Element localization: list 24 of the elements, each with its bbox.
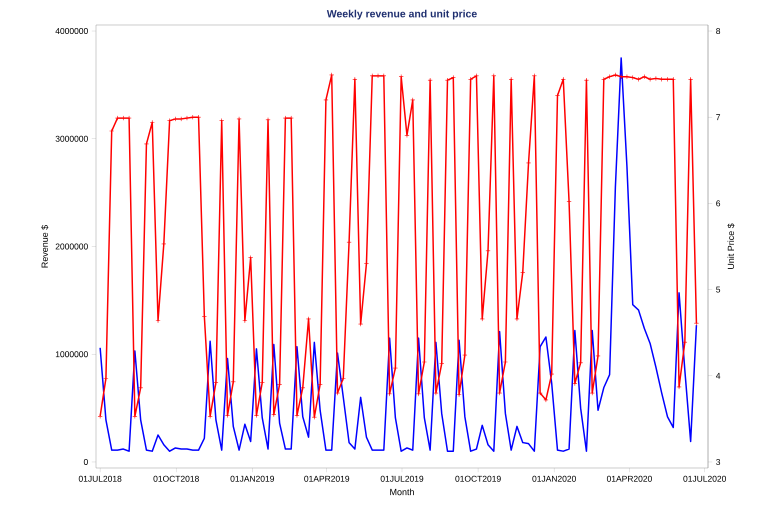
x-tick-label: 01APR2020	[606, 476, 652, 482]
y-axis-title: Revenue $	[41, 224, 48, 268]
chart-title: Weekly revenue and unit price	[326, 10, 477, 20]
y-tick-label: 3000000	[56, 136, 88, 142]
y2-axis-title: Unit Price $	[727, 223, 735, 269]
x-tick-label: 01APR2019	[304, 476, 350, 482]
x-tick-label: 01JUL2019	[380, 476, 424, 482]
x-tick-label: 01JAN2020	[532, 476, 576, 482]
y-tick-label: 4000000	[55, 28, 88, 34]
y2-tick-label: 3	[716, 458, 720, 465]
y2-tick-label: 5	[716, 286, 720, 293]
y2-tick-label: 8	[716, 28, 720, 34]
y-tick-label: 1000000	[56, 351, 88, 358]
x-axis-title: Month	[390, 488, 414, 496]
y-tick-label: 2000000	[56, 244, 88, 250]
x-tick-label: 01JUL2020	[683, 476, 726, 482]
y2-tick-label: 7	[716, 114, 720, 120]
y-tick-label: 0	[84, 458, 88, 465]
x-tick-label: 01JUL2018	[78, 476, 122, 482]
y2-tick-label: 4	[716, 372, 720, 379]
x-tick-label: 01OCT2019	[455, 476, 501, 482]
x-tick-label: 01JAN2019	[230, 476, 274, 482]
y2-tick-label: 6	[716, 200, 720, 206]
x-tick-label: 01OCT2018	[153, 476, 199, 482]
